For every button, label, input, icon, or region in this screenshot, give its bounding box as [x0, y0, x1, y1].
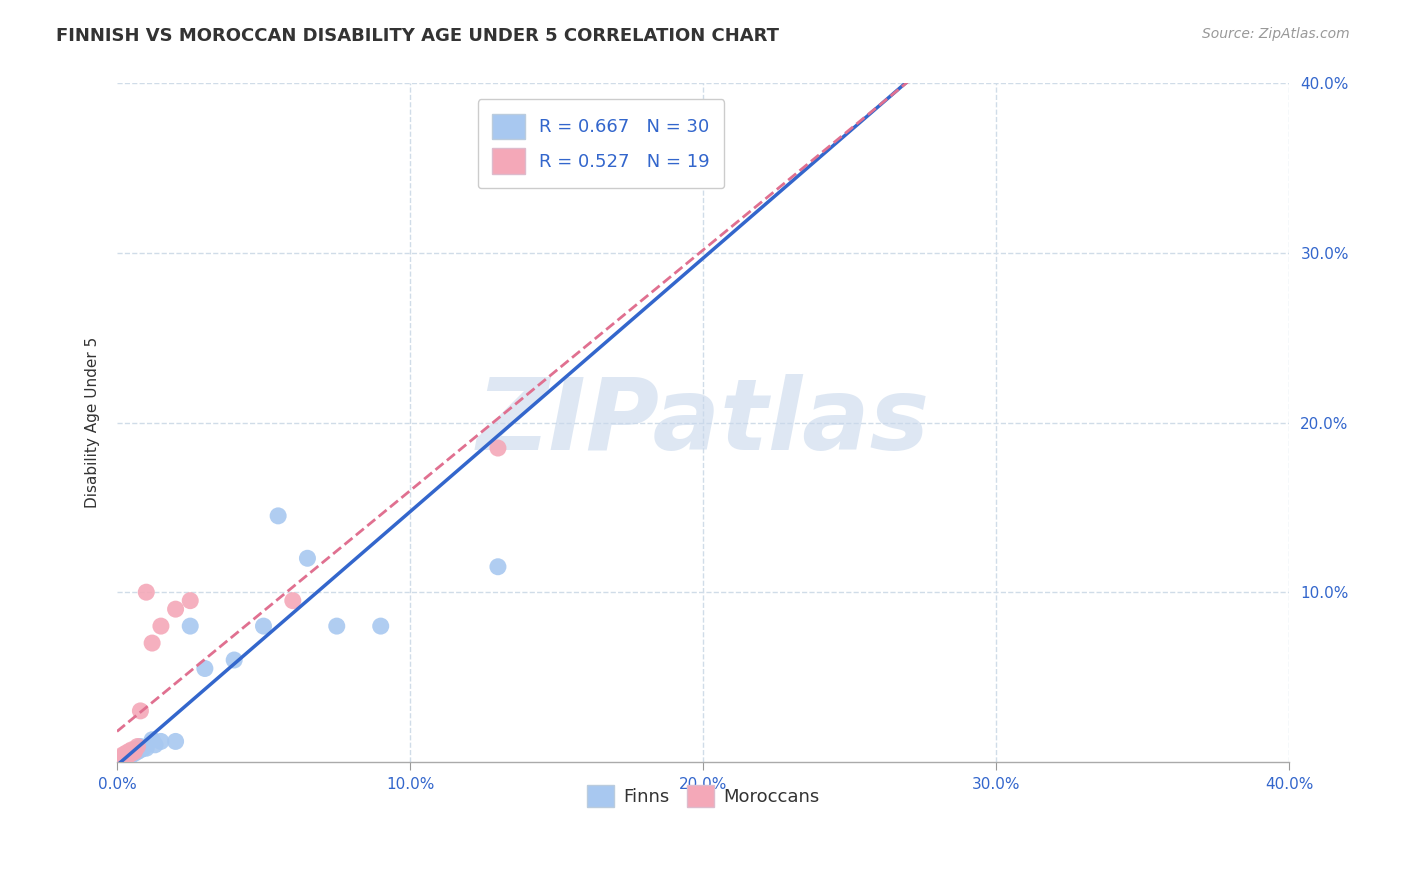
Point	[267, 508, 290, 523]
Point	[141, 636, 163, 650]
Text: Source: ZipAtlas.com: Source: ZipAtlas.com	[1202, 27, 1350, 41]
Point	[165, 602, 187, 616]
Point	[149, 619, 172, 633]
Point	[127, 745, 149, 759]
Point	[114, 749, 136, 764]
Point	[111, 751, 134, 765]
Point	[135, 741, 157, 756]
Point	[114, 746, 136, 760]
Text: ZIPatlas: ZIPatlas	[477, 374, 929, 471]
Point	[121, 746, 143, 760]
Point	[297, 551, 319, 566]
Point	[129, 739, 152, 754]
Point	[121, 743, 143, 757]
Point	[121, 747, 143, 762]
Text: FINNISH VS MOROCCAN DISABILITY AGE UNDER 5 CORRELATION CHART: FINNISH VS MOROCCAN DISABILITY AGE UNDER…	[56, 27, 779, 45]
Point	[143, 738, 166, 752]
Point	[486, 559, 509, 574]
Point	[121, 746, 143, 760]
Point	[114, 749, 136, 764]
Legend: Finns, Moroccans: Finns, Moroccans	[579, 777, 827, 814]
Point	[165, 734, 187, 748]
Point	[129, 704, 152, 718]
Point	[124, 746, 146, 760]
Point	[486, 441, 509, 455]
Point	[149, 734, 172, 748]
Point	[124, 743, 146, 757]
Point	[224, 653, 246, 667]
Point	[127, 739, 149, 754]
Point	[281, 593, 304, 607]
Point	[179, 619, 201, 633]
Y-axis label: Disability Age Under 5: Disability Age Under 5	[86, 337, 100, 508]
Point	[118, 749, 141, 764]
Point	[124, 745, 146, 759]
Point	[118, 747, 141, 762]
Point	[118, 746, 141, 760]
Point	[132, 741, 155, 756]
Point	[370, 619, 392, 633]
Point	[692, 161, 714, 176]
Point	[111, 749, 134, 764]
Point	[129, 743, 152, 757]
Point	[326, 619, 349, 633]
Point	[118, 745, 141, 759]
Point	[127, 743, 149, 757]
Point	[252, 619, 274, 633]
Point	[179, 593, 201, 607]
Point	[194, 661, 217, 675]
Point	[124, 743, 146, 757]
Point	[111, 747, 134, 762]
Point	[121, 745, 143, 759]
Point	[114, 747, 136, 762]
Point	[141, 732, 163, 747]
Point	[135, 585, 157, 599]
